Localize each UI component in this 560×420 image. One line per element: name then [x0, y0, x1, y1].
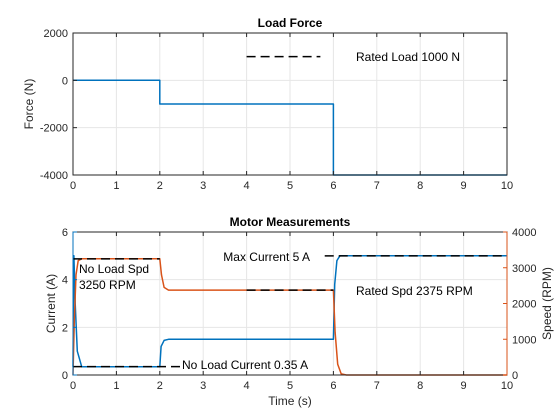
x-tick-label: 4	[244, 180, 250, 192]
annotation-label-1: Rated Load 1000 N	[356, 50, 460, 64]
annotation-label-1: No Load Spd 3250 RPM	[79, 262, 149, 292]
x-tick-label: 1	[113, 180, 119, 192]
y-right-tick-label: 3000	[512, 263, 536, 275]
y-tick-label: 2	[62, 322, 68, 334]
series-line-2	[72, 258, 507, 376]
x-tick-label: 3	[200, 380, 206, 392]
y-tick-label: 0	[62, 370, 68, 382]
y-tick-label: 2000	[44, 28, 68, 40]
x-tick-label: 2	[157, 180, 163, 192]
x-tick-label: 4	[244, 380, 250, 392]
x-tick-label: 1	[113, 380, 119, 392]
y-right-tick-label: 0	[512, 370, 518, 382]
chart-2: No Load Spd 3250 RPM Max Current 5 A Rated …	[72, 231, 508, 376]
annotation-label-4: No Load Current 0.35 A	[182, 358, 308, 372]
series-line-1	[72, 255, 507, 368]
y-axis-label: Force (N)	[22, 79, 36, 130]
y-right-axis-label: Speed (RPM)	[540, 267, 554, 340]
x-tick-label: 8	[417, 380, 423, 392]
x-tick-label: 6	[330, 180, 336, 192]
annotation-label-3: Rated Spd 2375 RPM	[356, 284, 473, 298]
x-tick-label: 9	[461, 180, 467, 192]
x-tick-label: 10	[501, 380, 513, 392]
y-tick-label: -2000	[40, 123, 68, 135]
x-tick-label: 6	[330, 380, 336, 392]
chart-title: Load Force	[258, 16, 323, 30]
y-tick-label: 4	[62, 275, 68, 287]
chart-title: Motor Measurements	[230, 215, 351, 229]
y-right-tick-label: 1000	[512, 334, 536, 346]
x-tick-label: 7	[374, 380, 380, 392]
y-tick-label: 6	[62, 227, 68, 239]
x-tick-label: 7	[374, 180, 380, 192]
chart-1: Rated Load 1000 N	[72, 32, 508, 176]
y-tick-label: -4000	[40, 170, 68, 182]
x-tick-label: 2	[157, 380, 163, 392]
x-tick-label: 0	[70, 380, 76, 392]
x-tick-label: 5	[287, 380, 293, 392]
x-tick-label: 3	[200, 180, 206, 192]
x-tick-label: 10	[501, 180, 513, 192]
x-tick-label: 0	[70, 180, 76, 192]
x-tick-label: 5	[287, 180, 293, 192]
y-tick-label: 0	[62, 75, 68, 87]
x-axis-label: Time (s)	[268, 394, 312, 408]
y-right-tick-label: 2000	[512, 299, 536, 311]
annotation-label-2: Max Current 5 A	[223, 250, 310, 264]
y-right-tick-label: 4000	[512, 227, 536, 239]
x-tick-label: 9	[461, 380, 467, 392]
y-axis-label: Current (A)	[44, 274, 58, 333]
x-tick-label: 8	[417, 180, 423, 192]
